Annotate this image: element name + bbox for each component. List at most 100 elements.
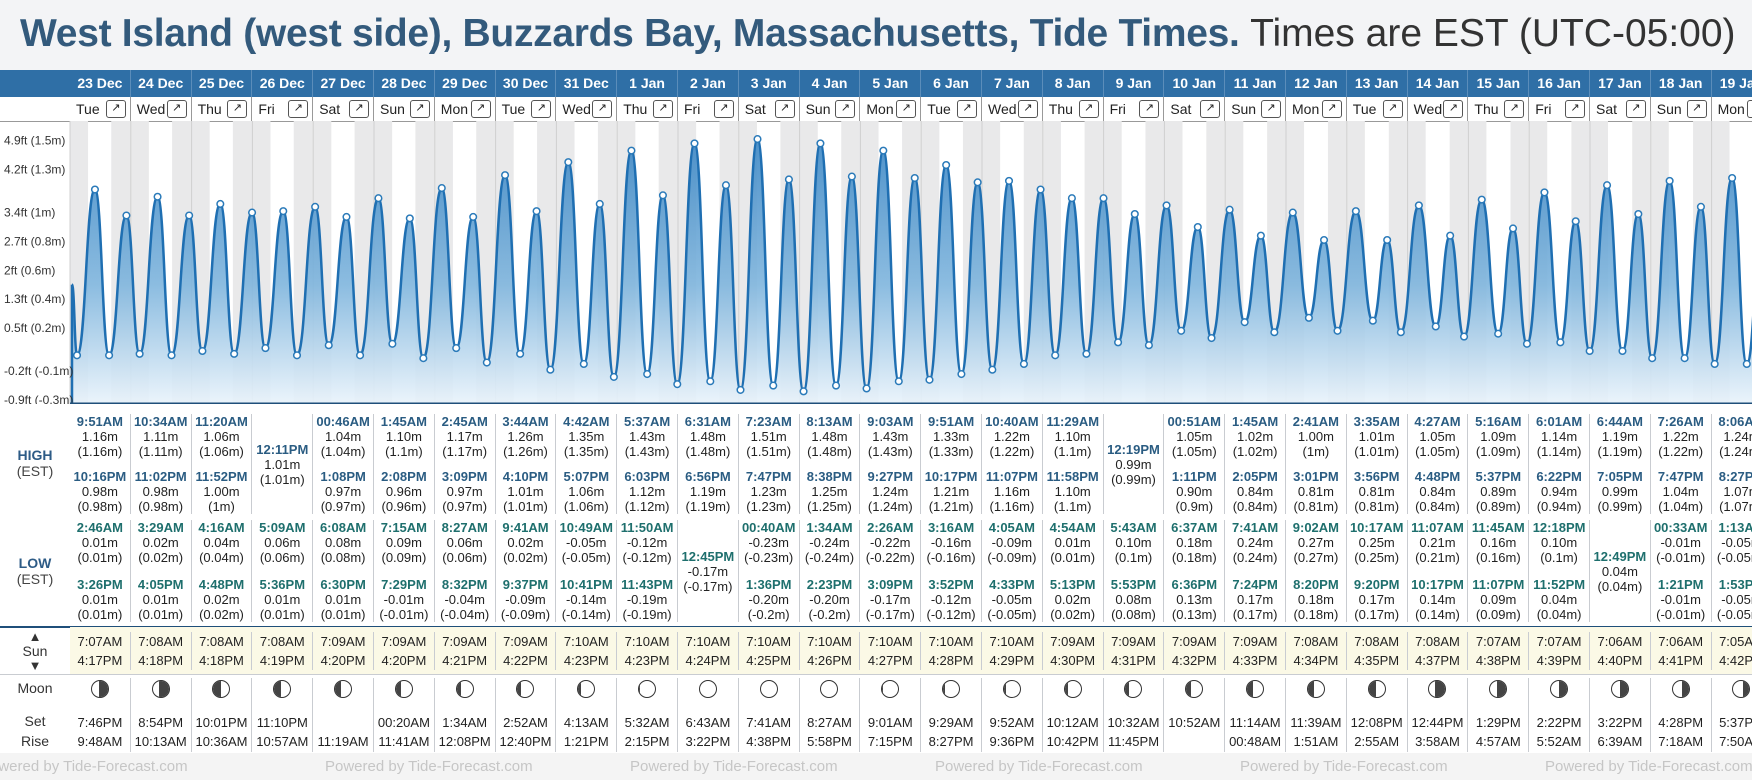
expand-icon[interactable]: ↗ — [409, 100, 430, 118]
high-tide-time: 12:19PM — [1107, 441, 1160, 457]
high-tide-time: 11:07PM — [985, 469, 1038, 484]
sunset-time: 4:21PM — [442, 653, 488, 668]
expand-icon[interactable]: ↗ — [531, 100, 552, 118]
low-tide-height: -0.17m — [870, 592, 911, 607]
high-tide-time: 4:42AM — [563, 414, 610, 429]
low-tide-point — [105, 351, 114, 360]
expand-icon[interactable]: ↗ — [227, 100, 248, 118]
expand-icon[interactable]: ↗ — [470, 100, 491, 118]
moon-phase-wrap — [678, 678, 738, 707]
moonrise-time: 10:57AM — [256, 734, 309, 749]
low-tide-entry: 7:15AM 0.09m (0.09m) — [374, 520, 434, 565]
moon-phase-icon — [1063, 680, 1082, 698]
high-tide-height: 0.97m — [325, 484, 362, 499]
y-axis-label: 2.7ft (0.8m) — [4, 234, 65, 248]
moonrise-time: 00:48AM — [1229, 734, 1282, 749]
sunrise-time: 7:10AM — [685, 634, 731, 649]
date-label: 26 Dec — [252, 70, 314, 97]
high-tide-time: 11:20AM — [195, 414, 248, 429]
expand-icon[interactable]: ↗ — [1078, 100, 1099, 118]
high-tide-point — [879, 146, 888, 155]
moon-phase-wrap — [1712, 678, 1752, 707]
high-tide-height: 1.19m — [689, 484, 726, 499]
high-tide-height-alt: (1.12m) — [624, 499, 670, 514]
expand-icon[interactable]: ↗ — [1017, 100, 1038, 118]
sun-cell: 7:09AM 4:32PM — [1164, 632, 1226, 670]
high-tide-time: 5:37AM — [623, 414, 671, 429]
expand-icon[interactable]: ↗ — [105, 100, 126, 118]
high-tide-time: 7:23AM — [745, 414, 792, 429]
sun-label: ▲ Sun ▼ — [0, 628, 70, 674]
high-tide-point — [816, 139, 825, 148]
low-tide-height-alt: (-0.01m) — [1656, 550, 1706, 565]
expand-icon[interactable]: ↗ — [348, 100, 369, 118]
expand-icon[interactable]: ↗ — [592, 100, 613, 118]
high-tide-time: 7:47PM — [745, 469, 792, 484]
y-axis-label: -0.9ft (-0.3m) — [4, 393, 73, 404]
moon-phase-wrap — [435, 678, 495, 707]
high-tide-height: 1.21m — [933, 484, 970, 499]
sun-cell: 7:07AM 4:17PM — [70, 632, 131, 670]
expand-icon[interactable]: ↗ — [713, 100, 734, 118]
low-tide-height: 0.10m — [1541, 535, 1578, 550]
expand-icon[interactable]: ↗ — [1504, 100, 1525, 118]
low-tide-height: 0.01m — [264, 592, 301, 607]
high-tide-point — [1256, 231, 1265, 240]
low-tide-point — [546, 365, 555, 374]
low-tide-point — [452, 344, 461, 353]
date-label: 18 Jan — [1650, 70, 1712, 97]
expand-icon[interactable]: ↗ — [1382, 100, 1403, 118]
sun-cell: 7:10AM 4:29PM — [982, 632, 1043, 670]
expand-icon[interactable]: ↗ — [835, 100, 856, 118]
expand-icon[interactable]: ↗ — [1200, 100, 1221, 118]
high-tide-point — [1162, 201, 1171, 210]
expand-icon[interactable]: ↗ — [1625, 100, 1646, 118]
sun-cell: 7:10AM 4:23PM — [617, 632, 678, 670]
expand-icon[interactable]: ↗ — [1321, 100, 1342, 118]
sun-cell: 7:09AM 4:30PM — [1043, 632, 1104, 670]
high-tide-height: 1.00m — [1297, 429, 1334, 444]
sunrise-time: 7:09AM — [1171, 634, 1217, 649]
low-tide-height-alt: (0.08m) — [1111, 607, 1156, 622]
expand-icon[interactable]: ↗ — [774, 100, 795, 118]
high-tide-height: 0.90m — [1176, 484, 1213, 499]
sunrise-time: 7:10AM — [928, 634, 974, 649]
expand-icon[interactable]: ↗ — [288, 100, 309, 118]
high-tide-height: 0.89m — [1480, 484, 1517, 499]
expand-icon[interactable]: ↗ — [956, 100, 977, 118]
moon-cell: 11:19AM — [313, 678, 374, 752]
expand-icon[interactable]: ↗ — [1443, 100, 1464, 118]
low-tide-entry: 9:41AM 0.02m (0.02m) — [496, 520, 556, 565]
moon-phase-icon — [1124, 680, 1143, 698]
weekday-label: Sat — [1596, 101, 1618, 117]
high-tide-time: 3:01PM — [1293, 469, 1339, 484]
weekday-cell: Mon↗ — [1711, 97, 1752, 121]
low-tide-time: 3:52PM — [928, 577, 974, 592]
low-tide-height: 0.14m — [1419, 592, 1456, 607]
expand-icon[interactable]: ↗ — [652, 100, 673, 118]
moon-phase-wrap — [1408, 678, 1468, 707]
moon-phase-icon — [151, 680, 170, 698]
expand-icon[interactable]: ↗ — [1686, 100, 1707, 118]
expand-icon[interactable]: ↗ — [1564, 100, 1585, 118]
high-tide-entry: 2:41AM 1.00m (1m) — [1286, 414, 1346, 459]
expand-icon[interactable]: ↗ — [1260, 100, 1281, 118]
expand-icon[interactable]: ↗ — [896, 100, 917, 118]
low-tide-time: 6:37AM — [1171, 520, 1218, 535]
low-tide-height-alt: (0.1m) — [1114, 550, 1153, 565]
expand-icon[interactable]: ↗ — [166, 100, 187, 118]
moonrise-time: 10:42PM — [1046, 734, 1099, 749]
expand-icon[interactable]: ↗ — [1139, 100, 1160, 118]
high-tide-entry: 10:40AM 1.22m (1.22m) — [982, 414, 1042, 459]
high-tide-height-alt: (1.25m) — [807, 499, 852, 514]
low-tide-time: 1:21PM — [1657, 577, 1704, 592]
low-tide-entry: 11:45AM 0.16m (0.16m) — [1468, 520, 1528, 565]
high-tide-time: 1:45AM — [380, 414, 428, 429]
high-tide-point — [1130, 209, 1139, 219]
high-tide-height-alt: (0.84m) — [1415, 499, 1460, 514]
expand-icon[interactable]: ↗ — [1747, 100, 1752, 118]
moon-phase-wrap — [860, 678, 920, 707]
high-tide-cell: 00:46AM 1.04m (1.04m) 1:08PM 0.97m (0.97m) — [313, 414, 374, 514]
date-label: 5 Jan — [860, 70, 922, 97]
y-axis-label: 1.3ft (0.4m) — [4, 292, 65, 306]
